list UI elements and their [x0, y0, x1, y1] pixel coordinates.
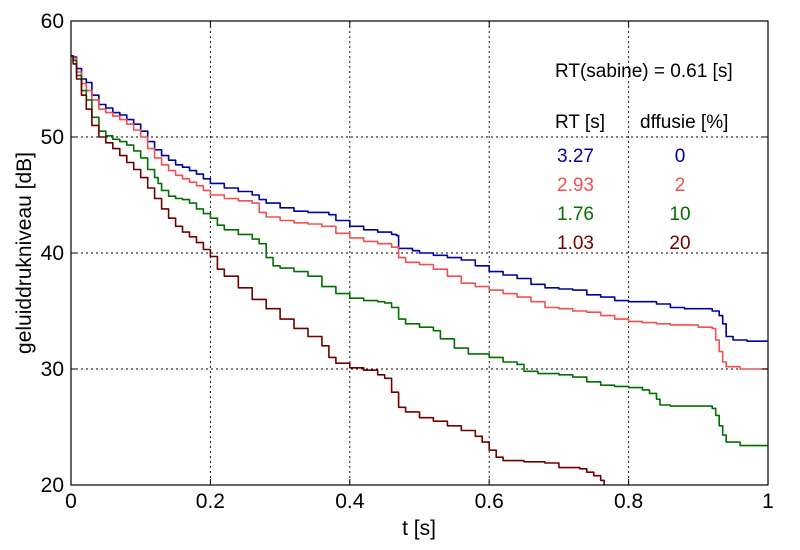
diffusion-value: 0	[675, 146, 686, 167]
x-tick-label: 0.4	[335, 490, 365, 513]
rt-value: 3.27	[557, 146, 594, 167]
series-line-10	[71, 55, 768, 447]
y-tick-label: 40	[41, 242, 64, 265]
x-axis-label: t [s]	[402, 517, 436, 540]
table-header-rt: RT [s]	[555, 112, 605, 133]
y-tick-label: 60	[41, 10, 64, 33]
y-tick-label: 20	[41, 474, 64, 497]
x-tick-label: 0.2	[196, 490, 225, 513]
y-axis-label: geluiddrukniveau [dB]	[13, 152, 36, 354]
rt-value: 2.93	[557, 175, 594, 196]
y-tick-label: 50	[41, 126, 64, 149]
series-line-20	[71, 55, 605, 485]
x-tick-label: 0.8	[614, 490, 643, 513]
series-group	[71, 55, 768, 485]
table-header-diffusion: dffusie [%]	[640, 112, 728, 133]
x-tick-label: 0.6	[475, 490, 504, 513]
rt-value: 1.03	[557, 233, 594, 254]
annotation-title: RT(sabine) = 0.61 [s]	[555, 61, 733, 82]
series-line-2	[71, 55, 768, 370]
y-tick-label: 30	[41, 358, 64, 381]
diffusion-value: 10	[669, 204, 690, 225]
diffusion-value: 2	[675, 175, 686, 196]
rt-value: 1.76	[557, 204, 594, 225]
diffusion-value: 20	[669, 233, 690, 254]
legend-table: 3.27 0 2.93 2 1.76 10 1.03 20	[557, 146, 691, 254]
x-tick-label: 0	[65, 490, 77, 513]
x-tick-label: 1	[762, 490, 774, 513]
